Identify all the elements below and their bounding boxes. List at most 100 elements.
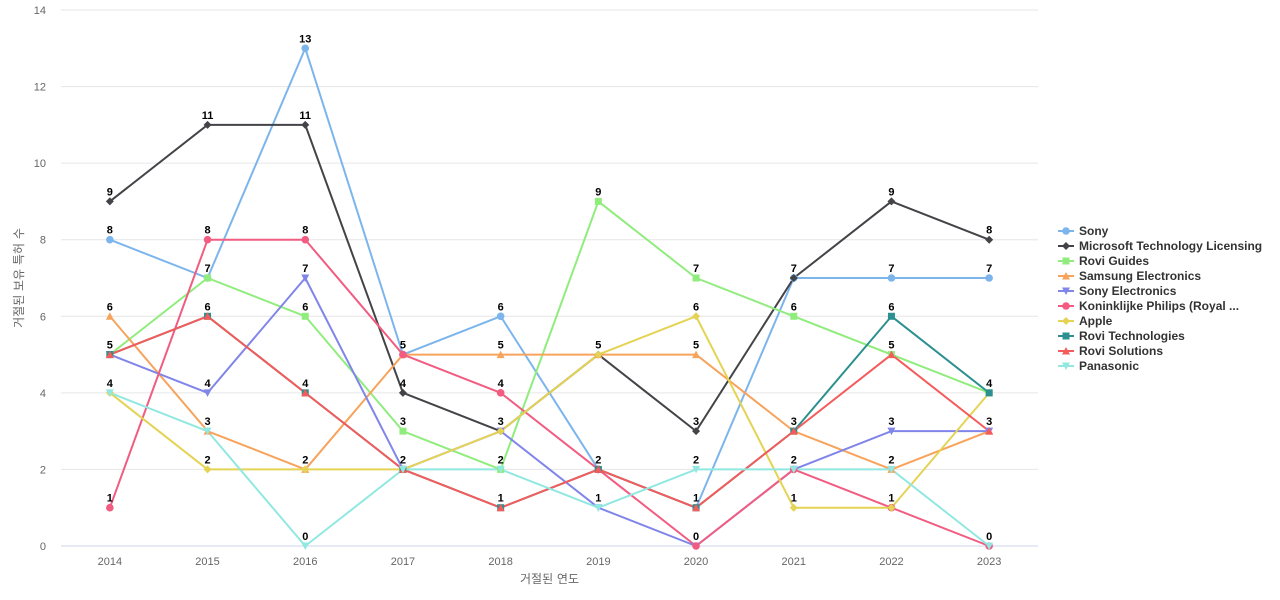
data-point-rovi-solutions bbox=[105, 350, 114, 359]
data-point-koninklijke-philips-royal bbox=[301, 235, 310, 244]
data-label: 2 bbox=[693, 454, 699, 466]
data-point-samsung-electronics bbox=[105, 312, 114, 320]
data-label: 2 bbox=[498, 454, 504, 466]
legend-item-sony-electronics[interactable]: Sony Electronics bbox=[1058, 284, 1177, 298]
legend-symbol bbox=[1062, 362, 1070, 370]
x-tick-label: 2022 bbox=[879, 556, 903, 568]
data-label: 8 bbox=[107, 225, 113, 237]
data-point-apple bbox=[496, 427, 505, 436]
data-point-sony bbox=[985, 274, 993, 282]
series-line-apple bbox=[108, 315, 991, 509]
x-tick-label: 2017 bbox=[391, 556, 415, 568]
data-label: 6 bbox=[791, 301, 797, 313]
data-label: 3 bbox=[400, 416, 406, 428]
data-point-koninklijke-philips-royal bbox=[496, 389, 505, 397]
data-point-sony bbox=[887, 274, 896, 282]
data-label: 2 bbox=[595, 454, 601, 466]
data-label: 3 bbox=[204, 416, 210, 428]
legend-item-rovi-technologies[interactable]: Rovi Technologies bbox=[1058, 329, 1185, 343]
series-markers bbox=[105, 44, 994, 550]
data-label: 9 bbox=[888, 186, 894, 198]
data-label: 5 bbox=[595, 340, 601, 352]
data-point-panasonic bbox=[496, 465, 505, 474]
data-label: 9 bbox=[595, 186, 601, 198]
data-label: 6 bbox=[888, 301, 894, 313]
data-point-microsoft-technology-licensing bbox=[398, 388, 407, 397]
data-point-panasonic bbox=[887, 465, 896, 474]
data-point-rovi-solutions bbox=[203, 312, 212, 320]
legend-item-rovi-guides[interactable]: Rovi Guides bbox=[1058, 254, 1149, 268]
data-point-rovi-solutions bbox=[985, 427, 994, 435]
legend-item-microsoft-technology-licensing[interactable]: Microsoft Technology Licensing bbox=[1058, 239, 1262, 253]
data-point-panasonic bbox=[105, 389, 114, 397]
data-label: 4 bbox=[107, 378, 114, 390]
data-label: 3 bbox=[498, 416, 504, 428]
data-label: 8 bbox=[302, 225, 308, 237]
data-label: 5 bbox=[693, 340, 699, 352]
series-line-rovi-technologies bbox=[108, 315, 991, 509]
legend-symbol bbox=[1062, 227, 1070, 235]
data-label: 7 bbox=[204, 263, 210, 275]
data-label: 2 bbox=[888, 454, 894, 466]
data-label: 6 bbox=[204, 301, 210, 313]
legend-item-samsung-electronics[interactable]: Samsung Electronics bbox=[1058, 269, 1201, 283]
data-point-koninklijke-philips-royal bbox=[399, 350, 407, 359]
data-point-rovi-guides bbox=[594, 197, 602, 205]
data-label: 3 bbox=[791, 416, 797, 428]
legend-symbol bbox=[1062, 347, 1070, 355]
series-line-sony bbox=[108, 47, 991, 509]
legend-item-rovi-solutions[interactable]: Rovi Solutions bbox=[1058, 344, 1163, 358]
data-label: 13 bbox=[299, 33, 311, 45]
data-label: 1 bbox=[107, 493, 113, 505]
legend-label: Apple bbox=[1079, 314, 1113, 328]
data-label: 7 bbox=[302, 263, 308, 275]
data-label: 1 bbox=[498, 493, 504, 505]
legend-item-koninklijke-philips-royal[interactable]: Koninklijke Philips (Royal ... bbox=[1058, 299, 1239, 313]
series-line-panasonic bbox=[108, 391, 991, 547]
legend-item-sony[interactable]: Sony bbox=[1058, 224, 1109, 238]
series-lines bbox=[108, 47, 991, 547]
data-label: 8 bbox=[204, 225, 210, 237]
legend-item-panasonic[interactable]: Panasonic bbox=[1058, 359, 1139, 373]
data-point-panasonic bbox=[789, 465, 798, 474]
data-labels: 9865411187643213118764205432654321952176… bbox=[107, 33, 993, 543]
series-line-koninklijke-philips-royal bbox=[108, 238, 991, 547]
data-label: 4 bbox=[400, 378, 407, 390]
data-point-microsoft-technology-licensing bbox=[105, 197, 114, 206]
y-tick-label: 10 bbox=[34, 158, 46, 170]
data-label: 3 bbox=[986, 416, 992, 428]
y-tick-label: 6 bbox=[40, 311, 46, 323]
x-tick-label: 2023 bbox=[977, 556, 1001, 568]
data-point-rovi-solutions bbox=[496, 503, 505, 512]
data-label: 5 bbox=[888, 340, 894, 352]
legend-label: Rovi Guides bbox=[1079, 254, 1149, 268]
legend-label: Samsung Electronics bbox=[1079, 269, 1201, 283]
legend-label: Microsoft Technology Licensing bbox=[1079, 239, 1262, 253]
data-label: 2 bbox=[204, 454, 210, 466]
legend-label: Panasonic bbox=[1079, 359, 1139, 373]
x-tick-label: 2016 bbox=[293, 556, 317, 568]
data-point-sony bbox=[301, 44, 310, 53]
data-label: 0 bbox=[302, 531, 308, 543]
data-label: 1 bbox=[791, 493, 797, 505]
legend-symbol bbox=[1062, 257, 1070, 265]
data-point-rovi-solutions bbox=[789, 427, 798, 435]
data-label: 8 bbox=[986, 225, 992, 237]
data-point-rovi-guides bbox=[301, 312, 309, 320]
x-axis-title: 거절된 연도 bbox=[520, 572, 579, 586]
data-point-apple bbox=[887, 503, 896, 512]
data-label: 2 bbox=[302, 454, 308, 466]
y-tick-label: 12 bbox=[34, 82, 46, 94]
legend-symbol bbox=[1062, 332, 1070, 340]
data-point-apple bbox=[203, 465, 212, 474]
legend-item-apple[interactable]: Apple bbox=[1058, 314, 1113, 328]
data-label: 11 bbox=[202, 110, 214, 122]
data-point-rovi-guides bbox=[399, 427, 407, 435]
data-label: 7 bbox=[888, 263, 894, 275]
data-point-rovi-technologies bbox=[985, 389, 993, 397]
x-tick-label: 2021 bbox=[782, 556, 806, 568]
y-tick-label: 4 bbox=[40, 388, 46, 400]
